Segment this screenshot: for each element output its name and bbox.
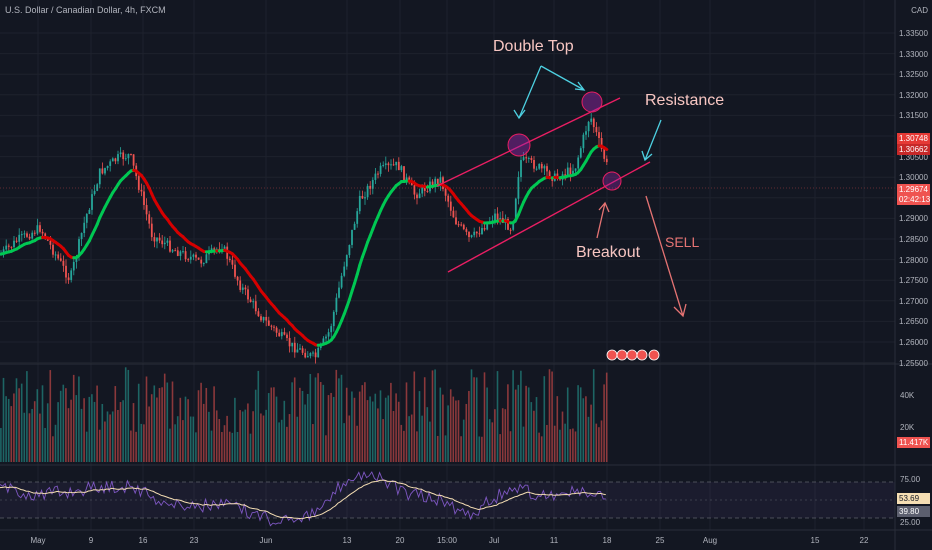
breakout-arrow [596, 202, 606, 239]
time-tick: May [30, 536, 46, 545]
breakout-label[interactable]: Breakout [576, 244, 641, 261]
time-tick: 15:00 [436, 536, 458, 545]
price-tag-high: 1.30748 [897, 133, 930, 144]
price-tick: 1.28500 [899, 235, 928, 244]
price-tick: 1.33000 [899, 49, 928, 59]
price-tag-mid: 1.30662 [897, 144, 930, 155]
time-tick: 15 [810, 536, 820, 545]
price-tick: 1.26500 [899, 317, 928, 327]
second-top-marker[interactable] [581, 91, 603, 113]
time-tick: Aug [702, 536, 718, 545]
chart-grid [0, 0, 895, 530]
breakout-marker[interactable] [602, 171, 622, 191]
price-tick: 1.32000 [899, 90, 928, 100]
time-tick: 9 [88, 536, 94, 545]
double-top-arrow-left-head [513, 109, 526, 120]
trend-indicator-line [0, 144, 609, 347]
price-tick: 1.30000 [899, 173, 928, 183]
time-tick: 13 [342, 536, 352, 545]
time-tick: 22 [859, 536, 869, 545]
resistance-arrow-head [641, 150, 653, 162]
symbol-title[interactable]: U.S. Dollar / Canadian Dollar, 4h, FXCM [5, 5, 166, 15]
time-tick: 18 [602, 536, 612, 545]
resistance-line[interactable] [436, 97, 621, 187]
price-tick: 1.29000 [899, 214, 928, 224]
price-tick: 1.30500 [899, 152, 928, 162]
price-tick: 1.33500 [899, 29, 928, 38]
rsi-panel [0, 471, 895, 527]
event-markers[interactable] [606, 349, 660, 361]
double-top-arrow-left [518, 65, 542, 119]
double-top-label[interactable]: Double Top [493, 38, 574, 55]
price-tick: 1.31500 [899, 111, 928, 121]
price-tick: 1.28000 [899, 255, 928, 265]
first-top-marker[interactable] [507, 133, 531, 157]
time-tick: Jul [488, 536, 500, 545]
rsi-tick-75: 75.00 [900, 475, 921, 484]
double-top-arrow-right [540, 65, 585, 91]
time-tick: 20 [395, 536, 405, 545]
volume-value-tag: 11.417K [897, 437, 930, 448]
time-tick: 16 [138, 536, 148, 545]
breakout-arrow-head [598, 201, 610, 213]
currency-label: CAD [911, 6, 928, 15]
rsi-ma-tag: 39.80 [897, 506, 930, 517]
price-tick: 1.27000 [899, 296, 928, 306]
time-tick: 23 [189, 536, 199, 545]
sell-label[interactable]: SELL [665, 234, 700, 250]
price-tick: 1.26000 [899, 338, 928, 347]
double-top-arrow-right-head [574, 81, 586, 91]
rsi-value-tag: 53.69 [897, 493, 930, 504]
volume-tick-20k: 20K [900, 423, 915, 432]
sell-arrow [645, 195, 684, 317]
volume-bars [0, 367, 608, 462]
price-tag-current: 1.29674 [897, 184, 930, 195]
price-tick: 1.27500 [899, 276, 928, 286]
sell-arrow-head [673, 303, 687, 318]
resistance-label[interactable]: Resistance [645, 92, 725, 109]
support-line[interactable] [447, 161, 651, 273]
time-tick: 11 [549, 536, 559, 545]
price-tick: 1.25500 [899, 358, 928, 368]
time-tick: 25 [655, 536, 665, 545]
volume-tick-40k: 40K [900, 391, 915, 400]
resistance-arrow [644, 119, 662, 161]
time-tick: Jun [259, 536, 273, 545]
countdown-timer: 02:42:13 [897, 194, 931, 205]
price-tick: 1.32500 [899, 70, 928, 80]
rsi-tick-25: 25.00 [900, 518, 921, 527]
